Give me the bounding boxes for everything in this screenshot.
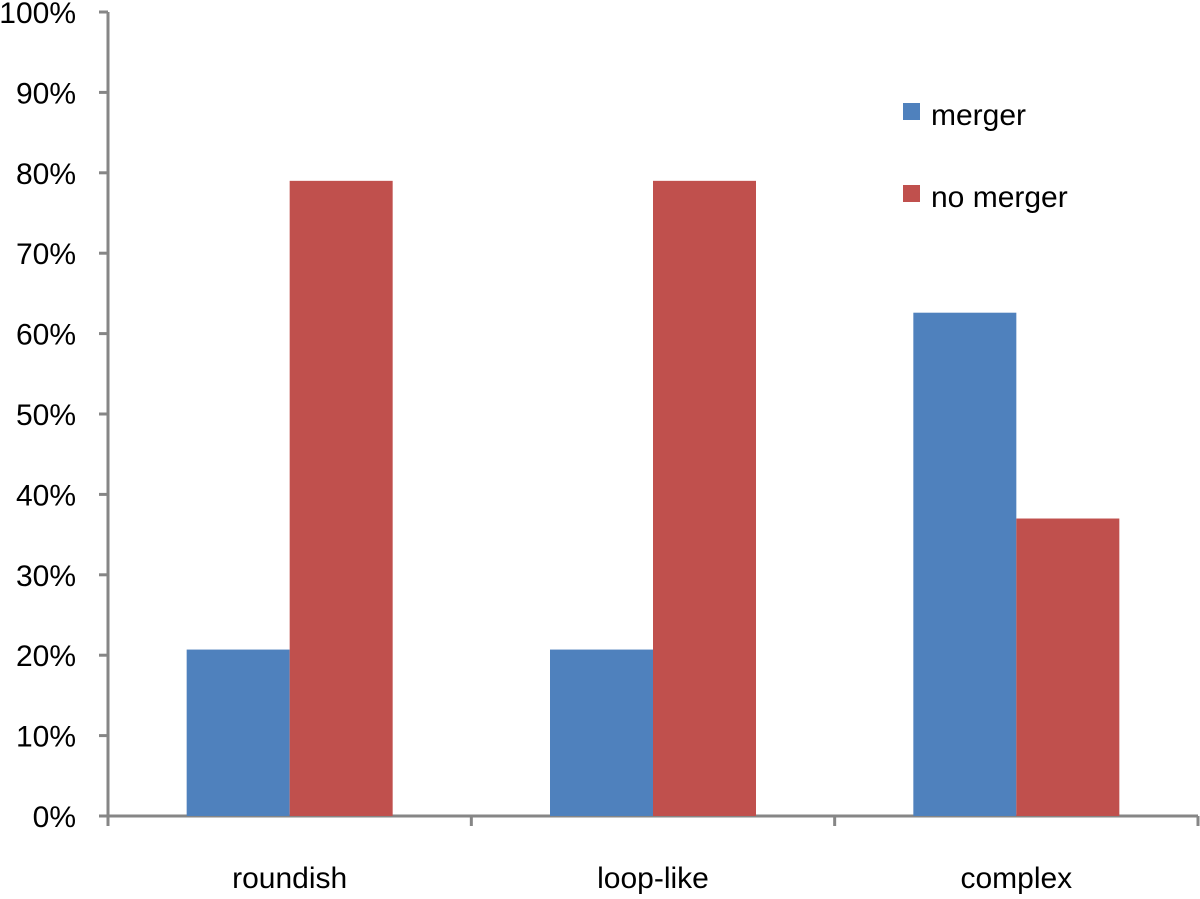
bar-no-merger-roundish: [289, 180, 393, 817]
legend-swatch: [903, 103, 920, 120]
bars: [186, 180, 1120, 817]
y-tick-label: 60%: [16, 319, 76, 352]
y-tick-label: 80%: [16, 158, 76, 191]
y-tick-label: 90%: [16, 77, 76, 110]
y-tick-label: 10%: [16, 721, 76, 754]
x-category-label: roundish: [232, 862, 347, 894]
y-tick-label: 50%: [16, 399, 76, 432]
x-category-label: complex: [960, 862, 1072, 894]
y-tick-label: 70%: [16, 238, 76, 271]
bar-no-merger-complex: [1016, 518, 1120, 816]
bar-no-merger-loop-like: [653, 180, 756, 817]
y-tick-label: 0%: [33, 801, 76, 834]
legend-label: merger: [931, 99, 1026, 132]
legend-label: no merger: [931, 181, 1068, 214]
y-axis: 0% 10% 20% 30% 40% 50% 60% 70% 80% 90% 100%: [0, 0, 110, 834]
y-tick-label: 100%: [0, 0, 76, 30]
y-tick-label: 40%: [16, 479, 76, 512]
y-tick-label: 20%: [16, 640, 76, 673]
legend-swatch: [903, 185, 920, 202]
x-category-label: loop-like: [597, 862, 709, 894]
legend: merger no merger: [903, 99, 1068, 214]
x-axis: roundish loop-like complex: [106, 814, 1200, 895]
bar-merger-roundish: [186, 649, 290, 816]
bar-merger-loop-like: [550, 649, 653, 816]
y-tick-label: 30%: [16, 560, 76, 593]
bar-merger-complex: [913, 312, 1017, 816]
